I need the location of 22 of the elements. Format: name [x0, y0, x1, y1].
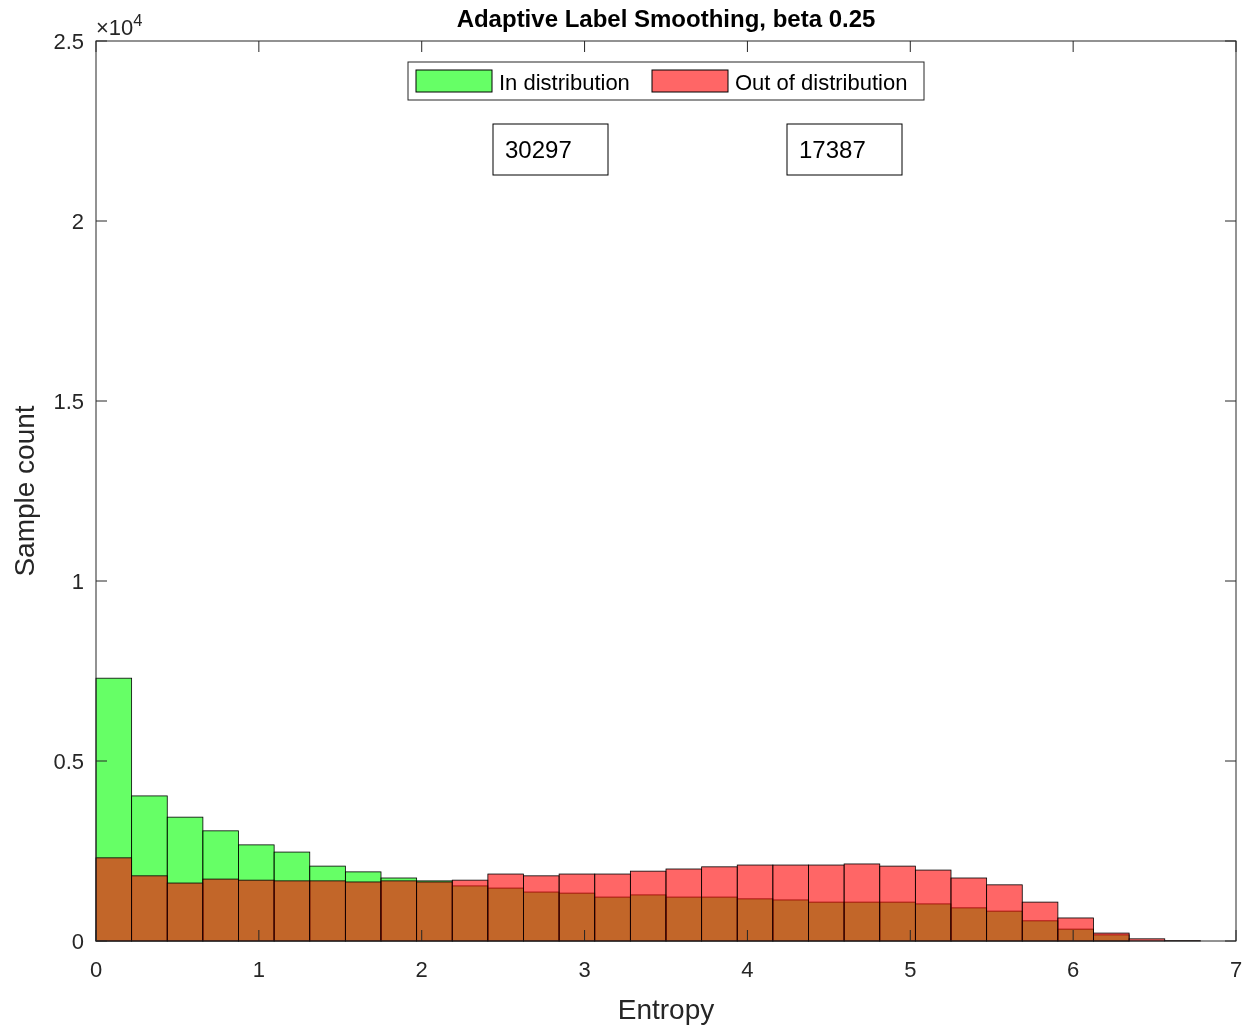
y-axis-title: Sample count [9, 405, 40, 577]
annotation: 17387 [799, 136, 866, 163]
y-tick-label: 1 [71, 569, 84, 594]
x-tick-label: 6 [1067, 957, 1080, 982]
x-tick-label: 5 [904, 957, 917, 982]
chart-title: Adaptive Label Smoothing, beta 0.25 [456, 5, 876, 32]
x-axis-title: Entropy [617, 994, 715, 1025]
legend-label: In distribution [499, 70, 630, 95]
x-tick-label: 7 [1229, 957, 1243, 982]
x-tick-label: 1 [252, 957, 265, 982]
y-tick-label: 1.5 [53, 389, 84, 414]
y-tick-label: 0.5 [53, 749, 84, 774]
text: ×10$^{4}$ [96, 11, 143, 40]
x-tick-label: 4 [741, 957, 754, 982]
y-tick-label: 2.5 [53, 29, 84, 54]
x-tick-label: 0 [89, 957, 103, 982]
annotation: 30297 [505, 136, 572, 163]
x-tick-label: 3 [578, 957, 591, 982]
y-tick-label: 2 [71, 209, 84, 234]
legend-label: Out of distribution [735, 70, 908, 95]
y-tick-label: 0 [71, 929, 84, 954]
x-tick-label: 2 [415, 957, 428, 982]
